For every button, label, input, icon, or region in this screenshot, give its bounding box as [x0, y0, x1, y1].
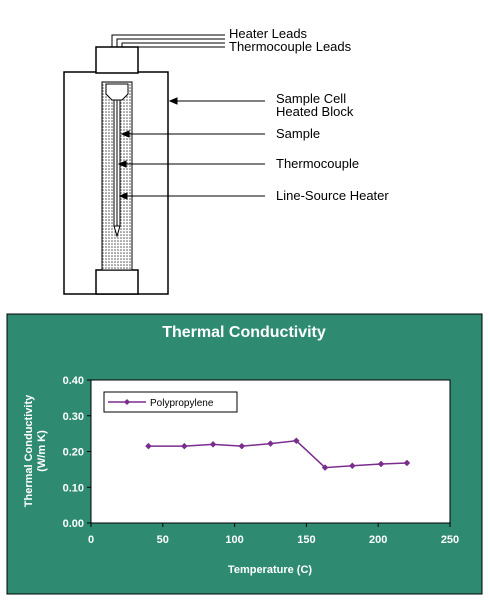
thermocouple-label: Thermocouple [276, 156, 359, 171]
x-tick-label: 250 [441, 534, 459, 546]
data-point [209, 440, 217, 448]
data-point [403, 459, 411, 467]
data-point [267, 440, 274, 447]
y-tick-label: 0.40 [63, 375, 84, 387]
line-source-heater-label: Line-Source Heater [276, 188, 389, 203]
x-tick-label: 150 [297, 534, 315, 546]
y-axis-title-line2: (W/m K) [36, 430, 48, 472]
chart-svg: Thermal Conductivity 0.00 0.10 0.20 0.30 0.4… [6, 313, 483, 595]
sample-label: Sample [276, 126, 320, 141]
bottom-cap [95, 269, 139, 295]
series-line-polypropylene [148, 439, 407, 469]
thermocouple-leads-label: Thermocouple Leads [229, 39, 352, 54]
y-tick-label: 0.20 [63, 447, 84, 459]
legend-box [103, 391, 238, 413]
top-cap [95, 46, 139, 74]
x-tick-label: 100 [225, 534, 243, 546]
y-tick-label: 0.10 [63, 482, 84, 494]
data-point [348, 462, 356, 470]
apparatus-diagram: Heater Leads Thermocouple Leads Sample C… [63, 26, 389, 295]
chart-title: Thermal Conductivity [162, 324, 326, 341]
data-point [321, 464, 329, 471]
data-point [180, 442, 188, 450]
x-tick-label: 0 [88, 534, 94, 546]
sample-cell-label: Sample Cell [276, 91, 346, 106]
data-point [377, 460, 385, 468]
x-axis-title: Temperature (C) [228, 564, 312, 576]
legend-label-polypropylene: Polypropylene [150, 398, 214, 409]
thermal-conductivity-chart: Thermal Conductivity 0.00 0.10 0.20 0.30 0.4… [0, 311, 489, 597]
sample-plug [105, 83, 129, 101]
data-point [145, 442, 152, 450]
heater-leads-label: Heater Leads [229, 26, 308, 41]
y-tick-label: 0.00 [63, 518, 84, 530]
data-point [292, 437, 300, 445]
heater-leads-wires [111, 34, 225, 48]
x-tick-label: 200 [369, 534, 387, 546]
probe-tip [113, 225, 121, 238]
callout-arrows [117, 97, 265, 200]
heated-block-label: Heated Block [276, 104, 354, 119]
legend-marker-polypropylene [124, 399, 130, 405]
y-axis-title-line1: Thermal Conductivity [23, 394, 35, 507]
x-tick-label: 50 [157, 534, 169, 546]
y-tick-label: 0.30 [63, 411, 84, 423]
data-point [238, 442, 246, 450]
